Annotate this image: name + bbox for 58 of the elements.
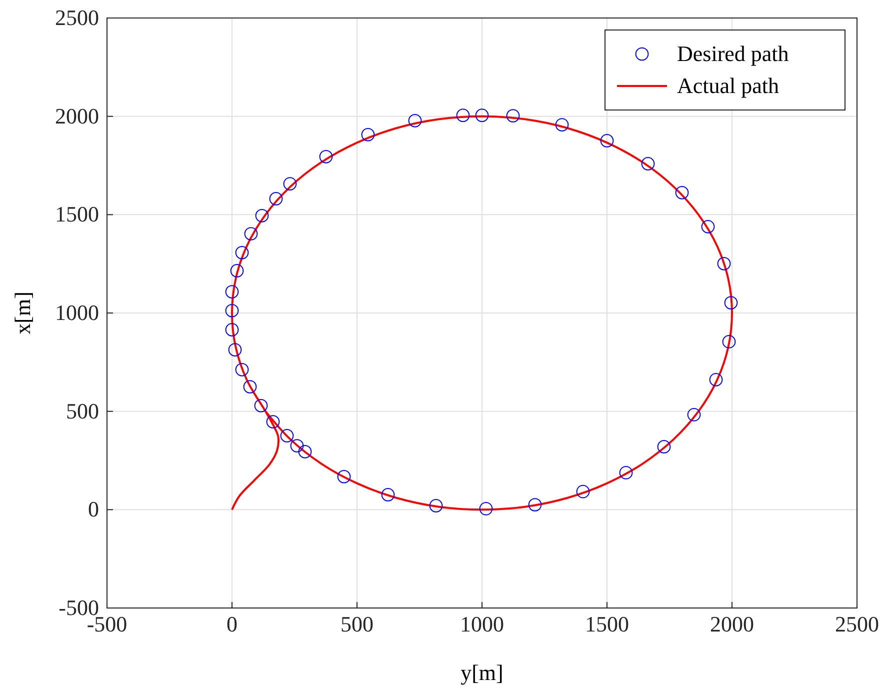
point bbox=[319, 150, 333, 164]
point bbox=[381, 488, 395, 502]
point bbox=[724, 296, 738, 310]
point bbox=[243, 380, 257, 394]
point bbox=[290, 439, 304, 452]
y-tick-label: 1000 bbox=[55, 300, 99, 326]
y-tick-label: 1500 bbox=[55, 202, 99, 227]
point bbox=[254, 398, 268, 412]
y-tick-label: 0 bbox=[88, 496, 99, 522]
x-tick-label: 2000 bbox=[710, 612, 754, 637]
point bbox=[266, 415, 280, 428]
point bbox=[225, 285, 239, 298]
point bbox=[701, 220, 715, 234]
x-tick-label: 1000 bbox=[460, 612, 504, 637]
point bbox=[600, 134, 614, 148]
point bbox=[337, 470, 351, 484]
point bbox=[228, 343, 242, 356]
point bbox=[361, 128, 375, 142]
x-axis-title: y[m] bbox=[460, 660, 504, 685]
point bbox=[225, 323, 239, 336]
point bbox=[641, 157, 655, 170]
point bbox=[576, 484, 590, 498]
point bbox=[475, 108, 489, 122]
point bbox=[657, 440, 671, 454]
point bbox=[429, 499, 443, 512]
point bbox=[269, 192, 283, 206]
point bbox=[230, 264, 244, 278]
legend-label: Desired path bbox=[677, 41, 789, 66]
point bbox=[408, 114, 422, 128]
x-tick-label: 0 bbox=[226, 612, 238, 637]
point bbox=[717, 256, 731, 270]
point bbox=[225, 304, 239, 318]
point bbox=[506, 109, 520, 122]
point bbox=[709, 373, 723, 386]
y-axis-title: x[m] bbox=[10, 292, 35, 334]
x-tick-label: 1500 bbox=[585, 612, 629, 637]
point bbox=[283, 177, 297, 190]
point bbox=[280, 429, 294, 442]
point bbox=[298, 444, 312, 458]
point bbox=[687, 408, 701, 422]
point bbox=[456, 108, 470, 122]
point bbox=[479, 502, 493, 516]
point bbox=[722, 335, 736, 348]
point bbox=[255, 208, 269, 222]
point bbox=[235, 362, 249, 376]
y-tick-label: 2500 bbox=[55, 5, 99, 30]
x-tick-label: 500 bbox=[340, 612, 374, 637]
x-tick-label: 2500 bbox=[835, 612, 879, 637]
point bbox=[619, 466, 633, 480]
point bbox=[675, 186, 689, 200]
point bbox=[244, 227, 258, 240]
point bbox=[528, 498, 542, 512]
y-tick-label: 500 bbox=[66, 398, 99, 424]
line-series bbox=[231, 115, 733, 511]
point bbox=[235, 246, 249, 260]
legend-label: Actual path bbox=[677, 73, 780, 98]
y-tick-label: 2000 bbox=[55, 103, 99, 128]
point bbox=[555, 118, 569, 132]
